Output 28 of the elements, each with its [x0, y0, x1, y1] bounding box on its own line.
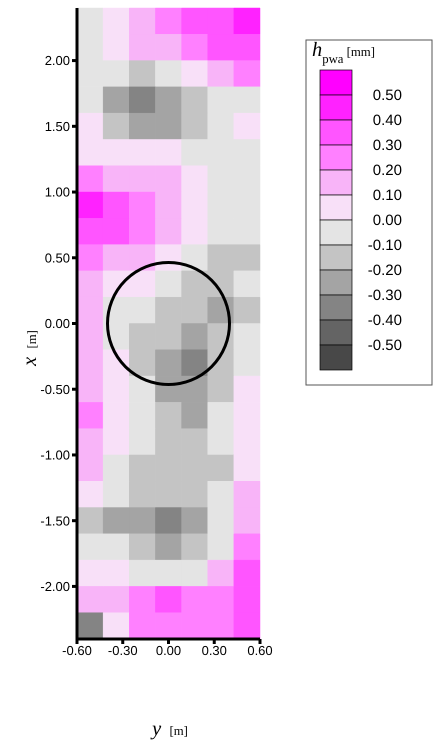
y-tick-label: -0.50 [40, 382, 70, 397]
legend-title: h$_{pwa}$ [mm] [312, 39, 375, 66]
color-bar-label: 0.00 [372, 212, 402, 229]
color-bar-label: -0.30 [368, 287, 402, 304]
color-bar-label: -0.50 [368, 337, 402, 354]
y-tick-label: 1.50 [44, 118, 70, 134]
y-tick-label: -2.00 [40, 579, 70, 594]
x-axis-title: y [m] [150, 718, 188, 740]
x-tick-label: 0.00 [156, 643, 182, 658]
color-bar-label: 0.20 [372, 162, 402, 179]
y-tick-label: 0.50 [44, 250, 70, 266]
x-tick-label: -0.30 [108, 643, 138, 658]
x-tick-label: 0.30 [202, 643, 227, 658]
color-bar-label: -0.40 [368, 312, 402, 329]
y-tick-label: 2.00 [44, 53, 70, 68]
x-tick-label: -0.60 [62, 643, 92, 658]
y-axis-title: x [m] [19, 330, 41, 367]
y-tick-label: -1.00 [40, 448, 70, 463]
y-tick-label: 0.00 [44, 316, 70, 332]
color-bar-label: -0.10 [368, 237, 402, 254]
color-bar-label: -0.20 [368, 262, 402, 279]
color-bar-label: 0.40 [372, 112, 402, 129]
x-tick-label: 0.60 [247, 643, 273, 658]
y-tick-label: 1.00 [44, 184, 70, 200]
y-tick-label: -1.50 [40, 513, 70, 528]
color-bar-label: 0.10 [372, 187, 402, 204]
color-bar-label: 0.30 [372, 137, 402, 154]
color-bar-label: 0.50 [372, 87, 402, 104]
